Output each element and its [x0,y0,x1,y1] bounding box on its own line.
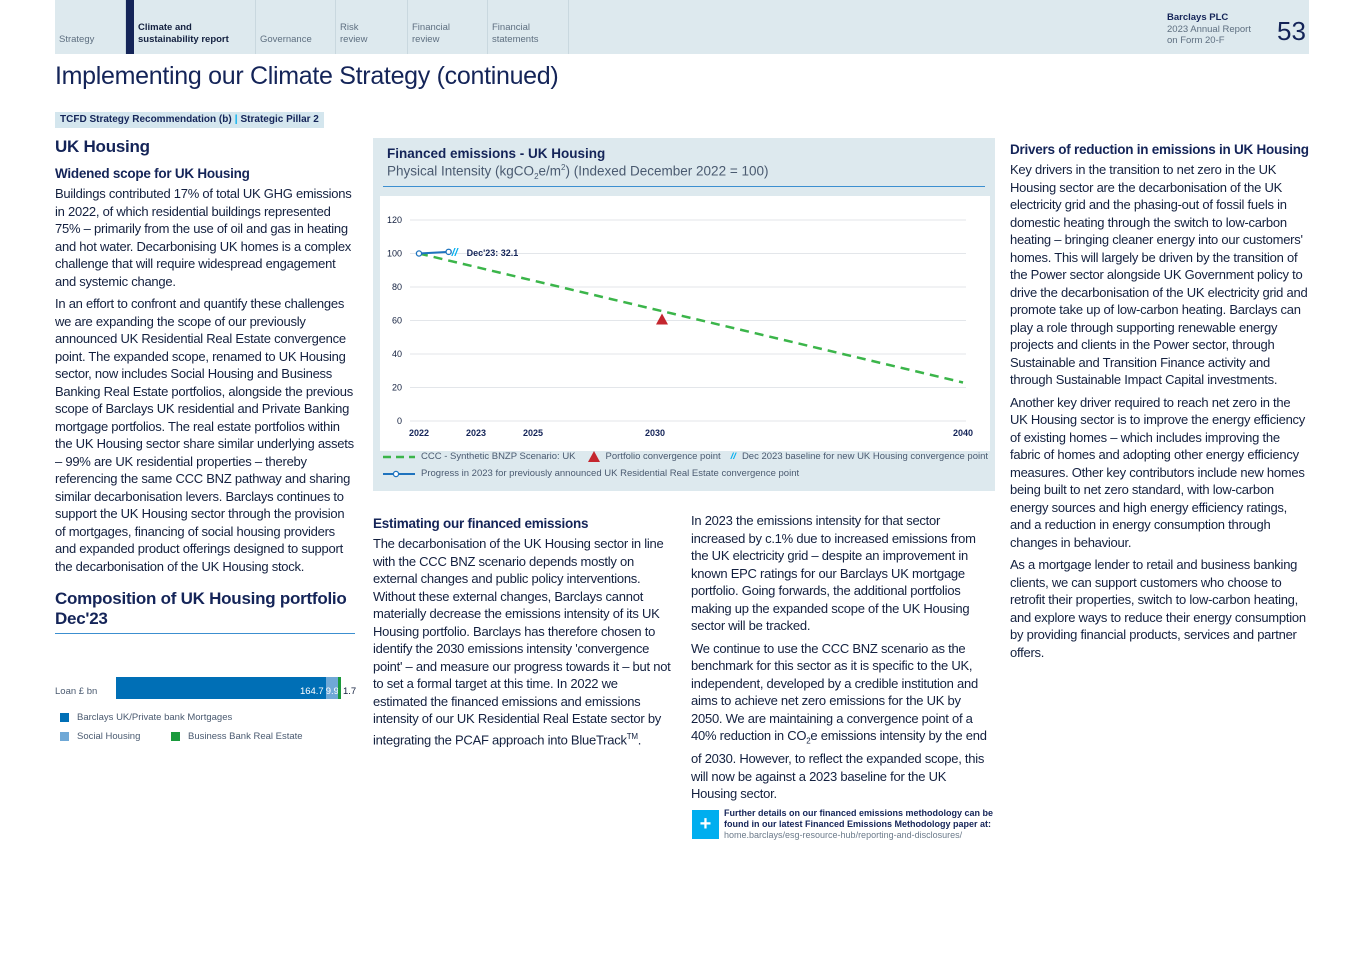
paragraph: Another key driver required to reach net… [1010,394,1306,550]
y-tick-label: 0 [397,416,402,426]
y-tick-label: 120 [387,215,402,225]
bar-row-label: Loan £ bn [55,686,98,697]
paragraph: In an effort to confront and quantify th… [55,296,354,574]
convergence-point [656,313,668,325]
middle-column-2: In 2023 the emissions intensity for that… [691,512,993,808]
scenario-line [418,252,964,384]
bar-label-bbre: 1.7 [343,686,357,697]
methodology-note: Further details on our financed emission… [724,808,994,840]
right-column: Drivers of reduction in emissions in UK … [1010,141,1310,666]
middle-column-1: Estimating our financed emissions The de… [373,515,673,753]
y-tick-label: 100 [387,249,402,259]
left-column: UK Housing Widened scope for UK Housing … [55,137,355,634]
progress-annotation: Dec'23: 32.1 [467,248,519,258]
bar-segment [338,677,341,699]
chart-subtitle: Physical Intensity (kgCO2e/m2) (Indexed … [387,163,769,182]
break-marker: // [451,247,460,259]
nav-governance[interactable]: Governance [256,0,336,54]
page-title: Implementing our Climate Strategy (conti… [55,62,559,90]
active-nav-indicator [126,0,134,54]
x-tick-label: 2023 [466,428,486,438]
triangle-icon [587,451,600,462]
chart-legend-row2: Progress in 2023 for previously announce… [383,468,799,479]
nav-climate-sustainability[interactable]: Climate and sustainability report [134,0,256,54]
x-tick-label: 2025 [523,428,543,438]
plus-icon: + [692,810,719,839]
y-tick-label: 40 [392,349,402,359]
legend-business-bank: Business Bank Real Estate [171,731,303,742]
nav-risk-review[interactable]: Risk review [336,0,408,54]
tcfd-tag: TCFD Strategy Recommendation (b) | Strateg… [55,112,324,128]
y-tick-label: 80 [392,282,402,292]
y-tick-label: 20 [392,383,402,393]
section-heading: UK Housing [55,137,150,156]
subheading: Estimating our financed emissions [373,516,589,531]
y-tick-label: 60 [392,316,402,326]
financed-emissions-chart: Financed emissions - UK Housing Physical… [373,138,995,491]
paragraph: Key drivers in the transition to net zer… [1010,162,1308,387]
paragraph: The decarbonisation of the UK Housing se… [373,536,671,747]
report-info: Barclays PLC 2023 Annual Report on Form 20… [1167,12,1251,46]
methodology-link[interactable]: home.barclays/esg-resource-hub/reporting… [724,830,963,840]
chart-title: Financed emissions - UK Housing [387,146,606,161]
plot-background [380,196,990,451]
bar-segment: 9.9 [325,677,339,699]
top-navigation: Strategy Climate and sustainability repo… [55,0,1309,54]
paragraph: In 2023 the emissions intensity for that… [691,513,976,633]
paragraph: Buildings contributed 17% of total UK GH… [55,186,352,289]
paragraph: We continue to use the CCC BNZ scenario … [691,640,987,802]
bar-segment: 164.7 [116,677,326,699]
progress-point [445,248,452,256]
x-tick-label: 2030 [645,428,665,438]
nav-strategy[interactable]: Strategy [55,0,126,54]
chart-legend: CCC - Synthetic BNZP Scenario: UK Portfo… [383,451,989,462]
legend-mortgages: Barclays UK/Private bank Mortgages [60,712,232,723]
paragraph: As a mortgage lender to retail and busin… [1010,557,1306,660]
subheading: Drivers of reduction in emissions in UK … [1010,142,1309,157]
nav-financial-review[interactable]: Financial review [408,0,488,54]
subheading: Widened scope for UK Housing [55,166,250,181]
x-tick-label: 2040 [953,428,973,438]
progress-point [415,250,423,257]
progress-line [418,250,449,255]
legend-social-housing: Social Housing [60,731,140,742]
page-number: 53 [1277,16,1306,46]
nav-financial-statements[interactable]: Financial statements [488,0,569,54]
x-tick-label: 2022 [409,428,429,438]
composition-heading: Composition of UK Housing portfolio Dec'… [55,589,355,634]
